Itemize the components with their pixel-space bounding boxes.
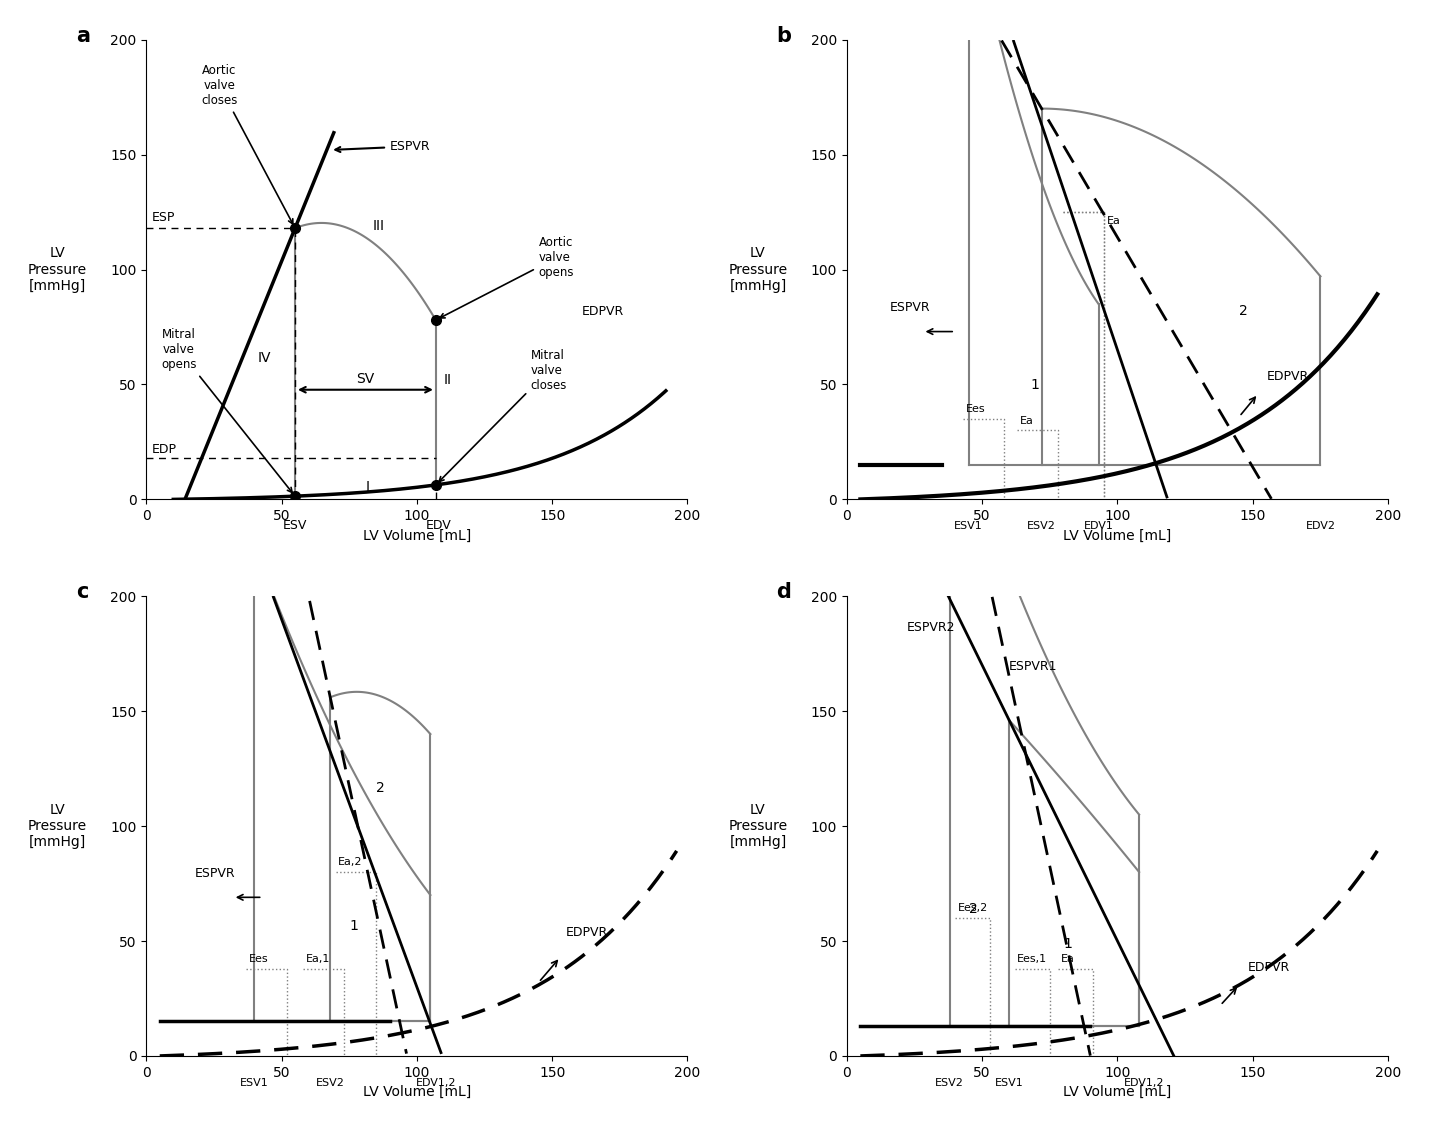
Text: ESV1: ESV1 [240,1077,269,1088]
Text: SV: SV [356,372,374,385]
Text: Mitral
valve
closes: Mitral valve closes [439,349,567,481]
X-axis label: LV Volume [mL]: LV Volume [mL] [363,1085,472,1099]
Text: Ea,2: Ea,2 [339,858,363,867]
Text: ESV2: ESV2 [1027,522,1056,531]
Text: III: III [373,219,384,233]
Text: 2: 2 [969,903,977,916]
Text: Aortic
valve
opens: Aortic valve opens [440,237,574,318]
Text: ESV1: ESV1 [955,522,983,531]
Text: EDV2: EDV2 [1306,522,1336,531]
Y-axis label: LV
Pressure
[mmHg]: LV Pressure [mmHg] [729,802,787,850]
Text: EDPVR: EDPVR [1248,961,1289,974]
Text: ESPVR1: ESPVR1 [1009,659,1057,673]
Text: ESV: ESV [283,520,307,532]
Text: EDV: EDV [426,520,452,532]
Text: ESV2: ESV2 [935,1077,965,1088]
Text: Ees,1: Ees,1 [1017,953,1047,964]
Text: c: c [76,583,89,602]
Text: ESPVR2: ESPVR2 [906,621,955,633]
Text: EDV1,2: EDV1,2 [1125,1077,1165,1088]
Text: 2: 2 [1239,304,1248,319]
Text: EDPVR: EDPVR [1266,370,1309,383]
X-axis label: LV Volume [mL]: LV Volume [mL] [1063,1085,1172,1099]
Text: I: I [366,480,370,494]
Text: EDV1: EDV1 [1083,522,1113,531]
Text: Mitral
valve
opens: Mitral valve opens [161,328,292,492]
Text: ESP: ESP [151,211,174,223]
Text: Ea: Ea [1106,215,1120,225]
Text: Ees: Ees [966,405,986,414]
Text: Ea: Ea [1020,416,1035,426]
Text: EDPVR: EDPVR [566,926,607,940]
Text: 1: 1 [349,919,359,932]
Text: b: b [776,26,792,46]
Y-axis label: LV
Pressure
[mmHg]: LV Pressure [mmHg] [729,247,787,293]
Text: IV: IV [257,352,270,365]
Y-axis label: LV
Pressure
[mmHg]: LV Pressure [mmHg] [27,247,87,293]
Text: ESPVR: ESPVR [336,140,430,153]
Y-axis label: LV
Pressure
[mmHg]: LV Pressure [mmHg] [27,802,87,850]
Text: ESV1: ESV1 [995,1077,1023,1088]
Text: 1: 1 [1063,937,1072,951]
Text: ESPVR: ESPVR [890,301,930,314]
X-axis label: LV Volume [mL]: LV Volume [mL] [1063,529,1172,543]
Text: Ea: Ea [1060,953,1075,964]
Text: II: II [444,373,452,387]
Text: EDP: EDP [151,443,177,455]
X-axis label: LV Volume [mL]: LV Volume [mL] [363,529,472,543]
Text: Aortic
valve
closes: Aortic valve closes [201,64,293,224]
Text: ESPVR: ESPVR [194,867,236,880]
Text: Ees,2: Ees,2 [957,903,987,913]
Text: a: a [76,26,90,46]
Text: 1: 1 [1030,378,1040,392]
Text: Ea,1: Ea,1 [306,953,330,964]
Text: EDV1,2: EDV1,2 [416,1077,456,1088]
Text: d: d [776,583,792,602]
Text: EDPVR: EDPVR [582,305,624,319]
Text: ESV2: ESV2 [316,1077,344,1088]
Text: Ees: Ees [249,953,269,964]
Text: 2: 2 [376,781,384,795]
